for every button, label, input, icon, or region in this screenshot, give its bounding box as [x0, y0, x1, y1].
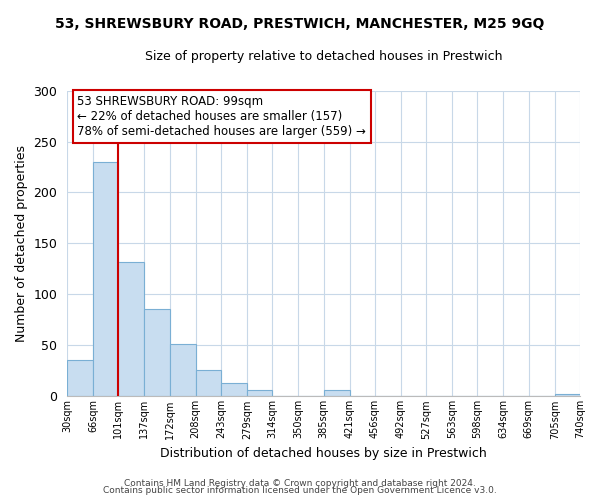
Text: 53, SHREWSBURY ROAD, PRESTWICH, MANCHESTER, M25 9GQ: 53, SHREWSBURY ROAD, PRESTWICH, MANCHEST…	[55, 18, 545, 32]
Bar	[247, 390, 272, 396]
Text: Contains HM Land Registry data © Crown copyright and database right 2024.: Contains HM Land Registry data © Crown c…	[124, 478, 476, 488]
Text: 53 SHREWSBURY ROAD: 99sqm
← 22% of detached houses are smaller (157)
78% of semi: 53 SHREWSBURY ROAD: 99sqm ← 22% of detac…	[77, 95, 366, 138]
Y-axis label: Number of detached properties: Number of detached properties	[15, 145, 28, 342]
Bar	[555, 394, 580, 396]
Bar	[196, 370, 221, 396]
Bar	[323, 390, 350, 396]
X-axis label: Distribution of detached houses by size in Prestwich: Distribution of detached houses by size …	[160, 447, 487, 460]
Bar	[118, 262, 145, 396]
Bar	[221, 383, 247, 396]
Bar	[93, 162, 118, 396]
Title: Size of property relative to detached houses in Prestwich: Size of property relative to detached ho…	[145, 50, 502, 63]
Bar	[145, 308, 170, 396]
Bar	[170, 344, 196, 397]
Bar	[67, 360, 93, 397]
Text: Contains public sector information licensed under the Open Government Licence v3: Contains public sector information licen…	[103, 486, 497, 495]
